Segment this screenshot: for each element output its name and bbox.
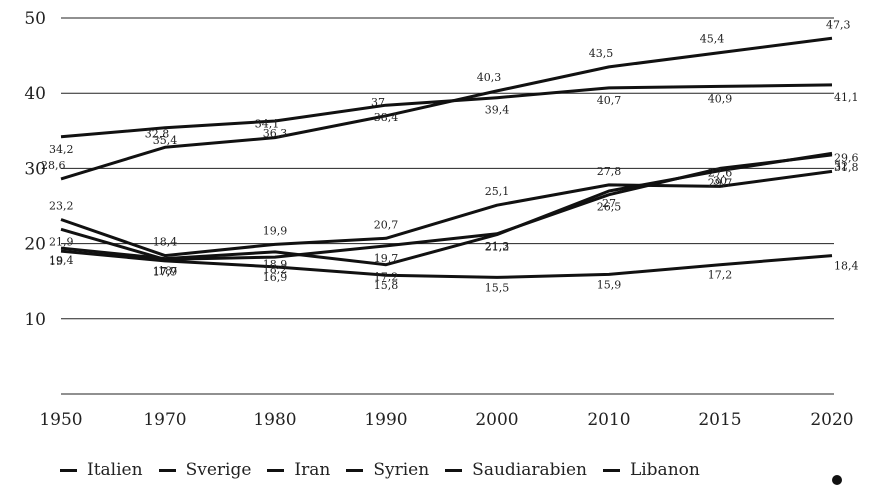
data-label: 18 — [158, 265, 172, 278]
data-label: 21,9 — [49, 235, 74, 248]
data-label: 27,8 — [597, 165, 622, 178]
data-label: 43,5 — [589, 47, 614, 60]
data-label: 18,2 — [263, 263, 288, 276]
x-tick-label: 2010 — [587, 410, 630, 430]
legend: Italien Sverige Iran Syrien Saudiarabien Liba… — [60, 458, 716, 482]
series-line-syrien — [60, 151, 833, 267]
legend-item-syrien: Syrien — [346, 460, 429, 480]
data-label: 34,1 — [255, 118, 280, 131]
data-label: 18,9 — [263, 258, 288, 271]
data-label: 21,2 — [485, 241, 510, 254]
series-line-italien — [60, 36, 833, 181]
data-label: 40,7 — [597, 94, 622, 107]
series-line-sverige — [60, 83, 833, 139]
data-label: 21,3 — [485, 240, 510, 253]
data-label: 19,9 — [263, 224, 288, 237]
data-label: 41,1 — [834, 91, 859, 104]
series-line-saudiarabien — [60, 169, 833, 258]
legend-label: Italien — [87, 460, 143, 480]
legend-label: Syrien — [373, 460, 430, 480]
y-tick-label: 30 — [24, 159, 46, 179]
data-label: 37 — [371, 96, 385, 109]
data-label: 29,6 — [834, 151, 859, 164]
data-label: 16,9 — [263, 271, 288, 284]
legend-swatch — [60, 468, 77, 472]
data-label: 20,7 — [374, 218, 399, 231]
data-label: 36,3 — [263, 127, 288, 140]
data-label: 15,5 — [485, 281, 510, 294]
data-label: 19,4 — [49, 254, 74, 267]
data-label: 32,8 — [145, 127, 170, 140]
data-label: 27 — [602, 197, 616, 210]
x-tick-label: 1990 — [364, 410, 407, 430]
data-label: 25,1 — [485, 185, 510, 198]
data-label: 39,4 — [485, 104, 510, 117]
legend-swatch — [602, 468, 620, 472]
legend-swatch — [445, 468, 463, 472]
y-tick-label: 50 — [24, 9, 46, 29]
data-label: 40,3 — [477, 71, 502, 84]
legend-swatch — [158, 468, 176, 472]
data-label: 18,4 — [834, 260, 859, 273]
x-tick-label: 2015 — [698, 410, 741, 430]
legend-item-iran: Iran — [267, 460, 330, 480]
x-tick-label: 1980 — [253, 410, 296, 430]
data-label: 40,9 — [708, 92, 733, 105]
data-label: 17,2 — [374, 271, 399, 284]
data-label: 23,2 — [49, 200, 74, 213]
series-line-libanon — [60, 249, 833, 279]
data-label: 26,5 — [597, 201, 622, 214]
data-label: 34,2 — [49, 143, 74, 156]
legend-item-libanon: Libanon — [602, 460, 700, 480]
data-label: 17,2 — [708, 269, 733, 282]
legend-item-sverige: Sverige — [158, 460, 252, 480]
data-label: 29,7 — [708, 177, 733, 190]
data-label: 18,4 — [153, 236, 178, 249]
x-tick-label: 2020 — [810, 410, 853, 430]
legend-swatch — [267, 468, 285, 472]
legend-label: Sverige — [185, 460, 252, 480]
data-label: 38,4 — [374, 111, 399, 124]
y-tick-label: 20 — [24, 235, 46, 255]
y-tick-label: 40 — [24, 84, 46, 104]
data-label: 30 — [713, 174, 727, 187]
data-label: 19 — [49, 255, 63, 268]
data-label: 28,6 — [41, 159, 66, 172]
data-label: 27,6 — [708, 166, 733, 179]
bullet-dot — [832, 475, 842, 485]
data-label: 15,9 — [597, 278, 622, 291]
data-label: 35,4 — [153, 134, 178, 147]
legend-item-italien: Italien — [60, 460, 143, 480]
x-tick-label: 1950 — [39, 410, 82, 430]
legend-label: Libanon — [629, 460, 700, 480]
legend-label: Iran — [294, 460, 331, 480]
data-label: 45,4 — [700, 33, 725, 46]
data-label: 17,9 — [153, 265, 178, 278]
legend-swatch — [346, 468, 364, 472]
data-label: 17,7 — [153, 265, 178, 278]
legend-label: Saudiarabien — [472, 460, 587, 480]
x-tick-label: 1970 — [143, 410, 186, 430]
data-label: 32 — [834, 159, 848, 172]
x-tick-label: 2000 — [475, 410, 518, 430]
data-label: 19,7 — [374, 252, 399, 265]
data-label: 47,3 — [826, 18, 851, 31]
data-label: 31,8 — [834, 161, 859, 174]
legend-item-saudiarabien: Saudiarabien — [445, 460, 587, 480]
data-label: 15,8 — [374, 279, 399, 292]
y-tick-label: 10 — [24, 310, 46, 330]
